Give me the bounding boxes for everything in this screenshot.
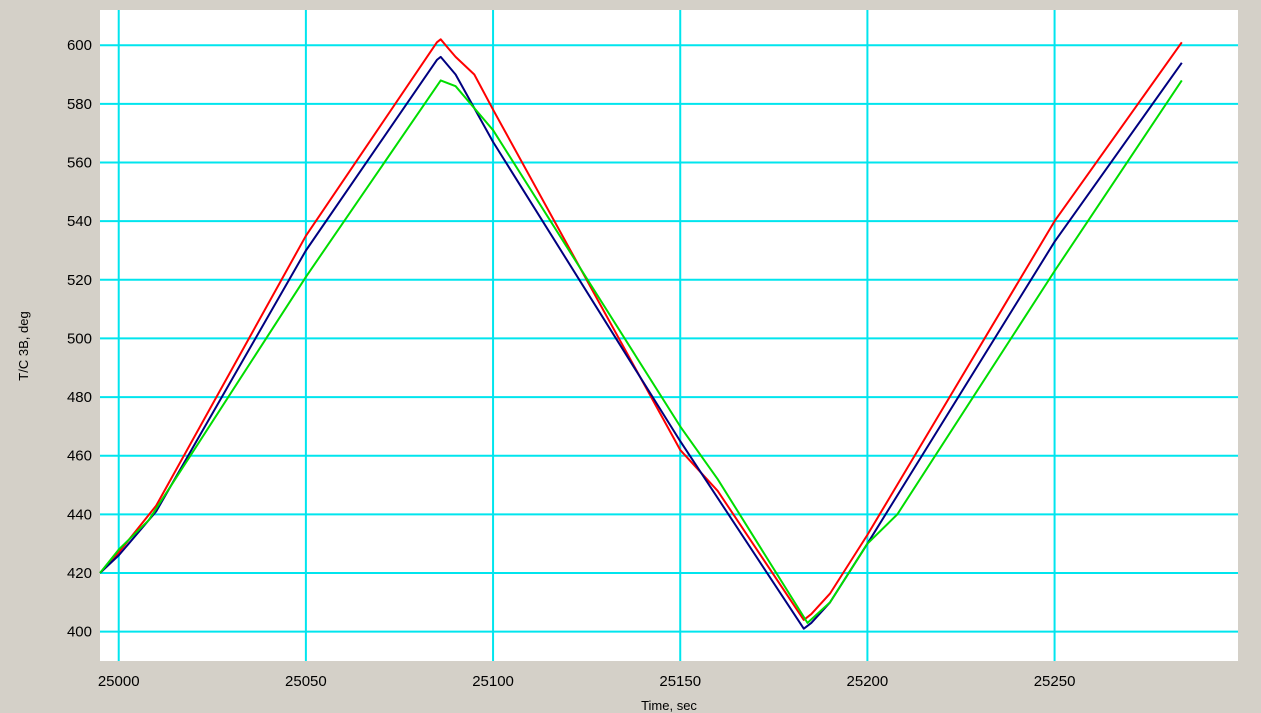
series-lines: [99, 38, 1183, 630]
y-tick-label: 540: [67, 213, 92, 230]
x-tick-label: 25250: [1034, 673, 1076, 690]
y-tick-label: 480: [67, 389, 92, 406]
x-tick-label: 25150: [659, 673, 701, 690]
y-tick-label: 560: [67, 154, 92, 171]
y-tick-label: 600: [67, 37, 92, 54]
x-tick-label: 25050: [285, 673, 327, 690]
x-axis-label: Time, sec: [641, 698, 697, 713]
x-tick-label: 25100: [472, 673, 514, 690]
y-tick-label: 520: [67, 272, 92, 289]
series-line-3: [99, 79, 1183, 624]
x-tick-label: 25200: [847, 673, 889, 690]
x-tick-label: 25000: [98, 673, 140, 690]
tick-labels: 25000 25050 25100 25150 25200 25250 400 420 440 4…: [67, 37, 1075, 690]
y-axis-label: T/C 3B, deg: [16, 311, 31, 380]
y-tick-label: 420: [67, 565, 92, 582]
y-tick-label: 460: [67, 448, 92, 465]
plot-area: [100, 10, 1238, 661]
y-tick-label: 440: [67, 506, 92, 523]
y-tick-label: 580: [67, 96, 92, 113]
series-line-1: [99, 38, 1183, 621]
y-tick-label: 500: [67, 330, 92, 347]
y-tick-label: 400: [67, 624, 92, 641]
